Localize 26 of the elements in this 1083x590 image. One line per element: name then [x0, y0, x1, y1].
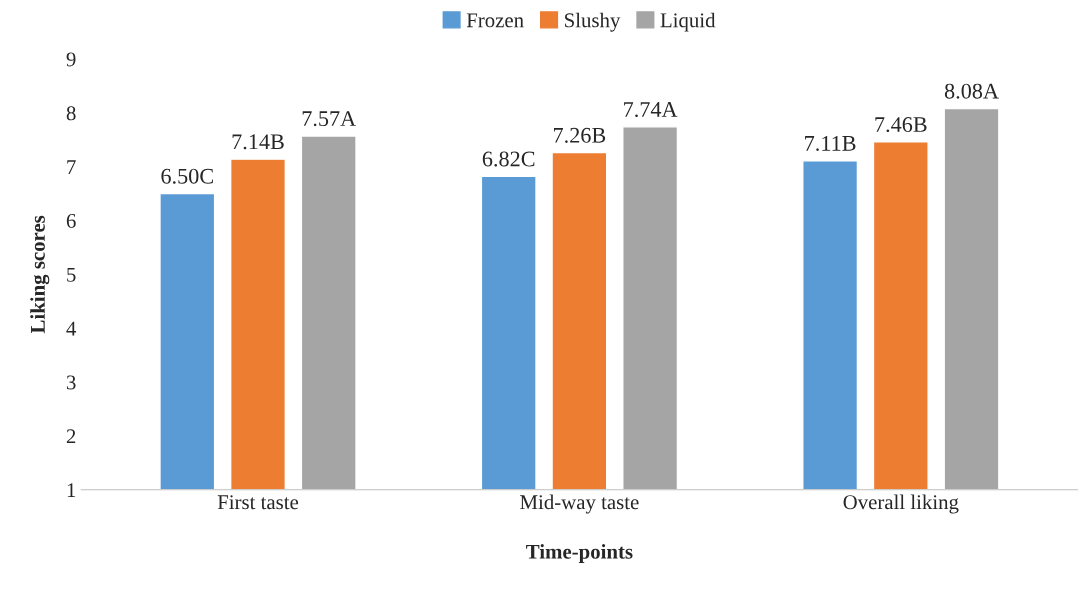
y-tick-label: 5 [67, 267, 76, 282]
x-tick-label: Mid-way taste [520, 494, 639, 514]
data-label: 7.11B [805, 135, 856, 151]
legend-label: Frozen [466, 13, 524, 28]
y-tick-label: 1 [67, 483, 76, 497]
y-tick-label: 8 [66, 106, 76, 121]
y-tick-label: 3 [66, 375, 76, 390]
y-tick-label: 2 [66, 429, 76, 444]
data-label: 8.08A [944, 83, 999, 99]
legend-label: Liquid [660, 12, 716, 32]
data-label: 7.57A [302, 111, 357, 127]
data-label: 6.82C [482, 151, 535, 167]
data-label: 7.74A [624, 102, 678, 118]
y-tick-label: 6 [66, 213, 76, 228]
data-label: 7.14B [232, 134, 284, 150]
y-tick-label: 4 [66, 321, 77, 336]
data-label: 7.26B [554, 127, 606, 143]
y-tick-label: 7 [67, 160, 76, 174]
x-axis-title: Time-points [526, 544, 633, 563]
data-label: 7.46B [875, 117, 927, 133]
data-label: 6.50C [161, 168, 213, 184]
x-tick-label: Overall liking [843, 494, 959, 514]
y-axis-title: Liking scores [30, 215, 50, 334]
x-tick-label: First taste [217, 495, 299, 510]
y-tick-label: 9 [66, 52, 76, 67]
legend-label: Slushy [565, 12, 621, 32]
